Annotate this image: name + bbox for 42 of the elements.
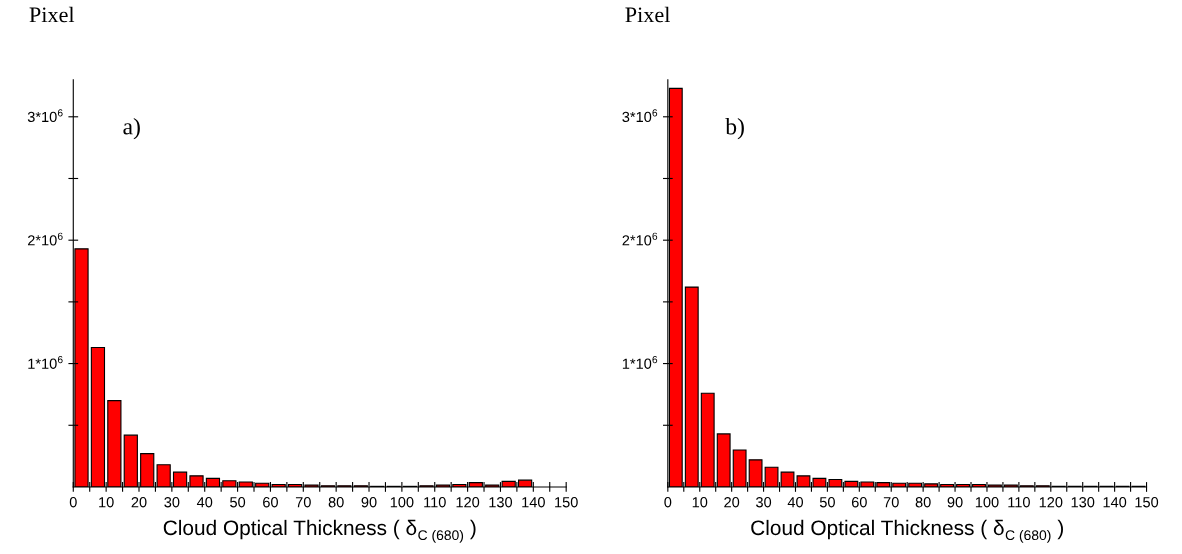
x-tick-label: 70 — [295, 497, 311, 508]
y-tick-label: 3*10$^{6}$ — [27, 109, 63, 123]
x-tick-label: 90 — [361, 497, 377, 508]
x-tick-label: 150 — [1135, 497, 1159, 508]
x-tick-label: 90 — [947, 497, 963, 508]
annotation: b) — [725, 117, 744, 140]
x-tick-label: 30 — [164, 497, 180, 508]
x-tick-label: 100 — [390, 497, 414, 508]
y-tick-label: 1*10$^{6}$ — [28, 356, 63, 369]
x-tick-label: 80 — [328, 497, 344, 508]
x-tick-label: 120 — [1039, 497, 1063, 508]
x-tick-label: 150 — [555, 497, 578, 508]
x-tick-label: 0 — [69, 497, 77, 508]
y-tick-label: 1*10$^{6}$ — [622, 356, 658, 369]
x-tick-label: 40 — [196, 497, 213, 508]
x-tick-label: 20 — [724, 497, 740, 508]
x-tick-label: 140 — [1103, 497, 1127, 508]
y-tick-label: 2*10$^{6}$ — [622, 232, 658, 246]
x-tick-label: 10 — [692, 497, 708, 508]
y-axis-title: Pixel — [29, 6, 75, 23]
x-tick-label: 110 — [424, 497, 446, 508]
x-tick-label: 70 — [883, 497, 899, 508]
x-tick-label: 130 — [489, 497, 513, 508]
annotation: a) — [123, 117, 140, 140]
x-tick-label: 20 — [131, 497, 147, 508]
x-tick-label: 80 — [915, 497, 931, 508]
x-tick-label: 0 — [664, 497, 672, 508]
x-tick-label: 100 — [975, 497, 999, 508]
x-tick-label: 60 — [263, 497, 278, 508]
x-tick-label: 140 — [522, 497, 545, 508]
y-axis-title: Pixel — [625, 6, 670, 23]
x-tick-label: 60 — [851, 497, 867, 508]
x-tick-label: 50 — [230, 497, 246, 508]
x-tick-label: 30 — [756, 497, 772, 508]
x-tick-label: 130 — [1071, 497, 1095, 508]
x-tick-label: 40 — [787, 497, 804, 508]
x-tick-label: 120 — [456, 497, 480, 508]
x-tick-label: 10 — [99, 497, 114, 508]
y-tick-label: 2*10$^{6}$ — [27, 232, 63, 246]
x-tick-label: 110 — [1008, 497, 1030, 508]
x-tick-label: 50 — [819, 497, 835, 508]
y-tick-label: 3*10$^{6}$ — [622, 109, 658, 123]
